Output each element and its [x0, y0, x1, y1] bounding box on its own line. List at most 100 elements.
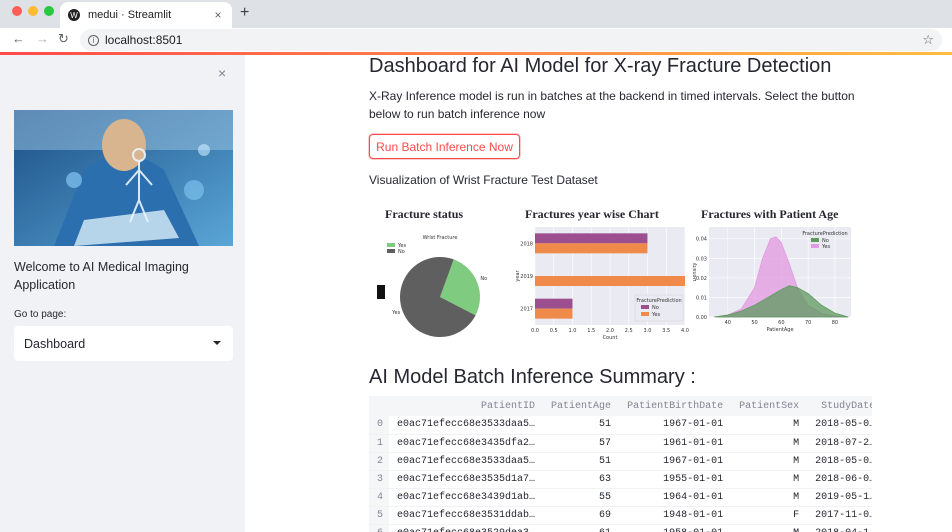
y-axis-label: year — [515, 269, 521, 281]
site-info-icon[interactable]: i — [88, 34, 99, 46]
table-cell: e0ac71efecc68e3533daa5… — [389, 452, 544, 471]
new-tab-button[interactable]: + — [240, 4, 250, 21]
pie-slice — [400, 257, 476, 337]
x-tick-label: 2.0 — [606, 328, 614, 334]
table-cell: e0ac71efecc68e3439d1ab… — [389, 488, 544, 507]
table-cell: e0ac71efecc68e3529dea3… — [389, 524, 544, 532]
column-header[interactable]: StudyDate — [807, 396, 872, 416]
table-row[interactable]: 0 e0ac71efecc68e3533daa5… 51 1967-01-01 M 201… — [369, 416, 872, 435]
table-cell: M — [731, 434, 808, 453]
address-bar[interactable]: i localhost:8501 ☆ — [80, 29, 942, 51]
table-cell: 57 — [543, 434, 620, 453]
legend-label: Yes — [651, 312, 660, 318]
table-row[interactable]: 2 e0ac71efecc68e3533daa5… 51 1967-01-01 M 201… — [369, 452, 872, 471]
x-tick-label: 80 — [832, 320, 838, 326]
table-cell: 51 — [543, 452, 620, 471]
sidebar-medical-image — [14, 110, 233, 246]
column-header[interactable]: PatientAge — [543, 396, 620, 416]
visualization-title: Visualization of Wrist Fracture Test Dat… — [369, 173, 598, 187]
welcome-text: Welcome to AI Medical Imaging Applicatio… — [14, 260, 189, 292]
browser-tab[interactable]: W medui · Streamlit × — [60, 2, 232, 28]
inference-summary-table[interactable]: PatientID PatientAge PatientBirthDate Patie… — [369, 396, 872, 532]
legend-swatch — [811, 244, 819, 248]
table-row[interactable]: 1 e0ac71efecc68e3435dfa2… 57 1961-01-01 M 201… — [369, 434, 872, 453]
table-row[interactable]: 6e0ac71efecc68e3529dea3…611958-01-01M201… — [369, 524, 872, 532]
legend-swatch — [641, 305, 649, 309]
forward-arrow-icon[interactable]: → — [36, 31, 49, 46]
y-tick-label: 2018 — [520, 241, 533, 247]
window-close-button[interactable] — [12, 6, 22, 16]
legend-label: Yes — [821, 244, 830, 250]
legend-label: No — [398, 249, 405, 255]
table-cell: 2018-05-0… — [807, 416, 872, 435]
chart-title: Fractures with Patient Age — [701, 207, 839, 221]
goto-page-label: Go to page: — [14, 309, 67, 320]
bar-chart-svg: 0.0 0.5 1.0 1.5 2.0 2.5 3.0 3.5 4.0 Count year 2018… — [515, 227, 689, 341]
streamlit-favicon-icon: W — [68, 9, 80, 21]
table-cell: 2018-06-0… — [807, 470, 872, 489]
row-index: 5 — [369, 506, 390, 525]
legend-label: No — [652, 305, 659, 311]
reload-icon[interactable]: ↻ — [58, 31, 69, 46]
table-row[interactable]: 4 e0ac71efecc68e3439d1ab… 55 1964-01-01 M 201… — [369, 488, 872, 507]
column-header[interactable]: PatientBirthDate — [619, 396, 732, 416]
column-header[interactable]: PatientID — [389, 396, 544, 416]
row-index: 6 — [369, 524, 390, 532]
table-cell: e0ac71efecc68e3533daa5… — [389, 416, 544, 435]
bookmark-star-icon[interactable]: ☆ — [922, 32, 934, 47]
legend-title: FracturePrediction — [802, 231, 847, 237]
page-select[interactable]: Dashboard — [14, 326, 233, 361]
window-minimize-button[interactable] — [28, 6, 38, 16]
page-title: Dashboard for AI Model for X-ray Fractur… — [369, 55, 832, 77]
streamlit-top-decoration — [0, 52, 952, 55]
table-cell: 51 — [543, 416, 620, 435]
table-row[interactable]: 5 e0ac71efecc68e3531ddab… 69 1948-01-01 F 201… — [369, 506, 872, 525]
y-tick-label: 0.01 — [696, 295, 707, 301]
run-batch-inference-button[interactable]: Run Batch Inference Now — [369, 134, 520, 159]
column-header[interactable] — [369, 396, 390, 416]
medical-illustration-icon — [14, 110, 233, 246]
table-cell: 2018-05-0… — [807, 452, 872, 471]
table-cell: 1964-01-01 — [619, 488, 732, 507]
x-tick-label: 4.0 — [681, 328, 689, 334]
chart-title: Fractures year wise Chart — [525, 207, 659, 221]
legend-swatch — [387, 249, 395, 253]
tab-close-icon[interactable]: × — [214, 8, 222, 22]
table-cell: 1967-01-01 — [619, 452, 732, 471]
table-row[interactable]: 3 e0ac71efecc68e3535d1a7… 63 1955-01-01 M 201… — [369, 470, 872, 489]
legend-label: No — [822, 238, 829, 244]
table-cell: 1967-01-01 — [619, 416, 732, 435]
x-tick-label: 40 — [725, 320, 731, 326]
row-index: 0 — [369, 416, 390, 435]
y-tick-label: 0.03 — [696, 256, 707, 262]
table-cell: 2018-04-1… — [807, 524, 872, 532]
x-tick-label: 1.0 — [569, 328, 577, 334]
page-description: X-Ray Inference model is run in batches … — [369, 89, 855, 121]
y-tick-label: 0.02 — [696, 276, 707, 282]
bar — [535, 298, 573, 309]
pie-slice — [440, 259, 480, 316]
legend-swatch — [641, 312, 649, 316]
sidebar-close-icon[interactable]: × — [218, 65, 227, 81]
table-cell: M — [731, 416, 808, 435]
x-tick-label: 70 — [805, 320, 811, 326]
main-content: Dashboard for AI Model for X-ray Fractur… — [245, 55, 952, 532]
x-tick-label: 0.0 — [531, 328, 539, 334]
table-cell: M — [731, 488, 808, 507]
pie-subtitle: Wrist Fracture — [423, 235, 458, 241]
column-header[interactable]: PatientSex — [731, 396, 808, 416]
fractures-year-chart: Fractures year wise Chart 0.0 0.5 1.0 1.5 2.… — [515, 203, 690, 343]
browser-tab-bar: W medui · Streamlit × + — [0, 0, 952, 28]
table-cell: M — [731, 524, 808, 532]
url-text: localhost:8501 — [105, 33, 183, 47]
row-index: 2 — [369, 452, 390, 471]
y-tick-label: 2019 — [520, 274, 533, 280]
bar — [535, 276, 685, 286]
browser-toolbar: ← → ↻ i localhost:8501 ☆ — [0, 28, 952, 52]
table-cell: F — [731, 506, 808, 525]
back-arrow-icon[interactable]: ← — [12, 31, 25, 46]
row-index: 3 — [369, 470, 390, 489]
window-zoom-button[interactable] — [44, 6, 54, 16]
fracture-status-chart: Fracture status Wrist Fracture No Yes Yes No — [375, 203, 505, 343]
